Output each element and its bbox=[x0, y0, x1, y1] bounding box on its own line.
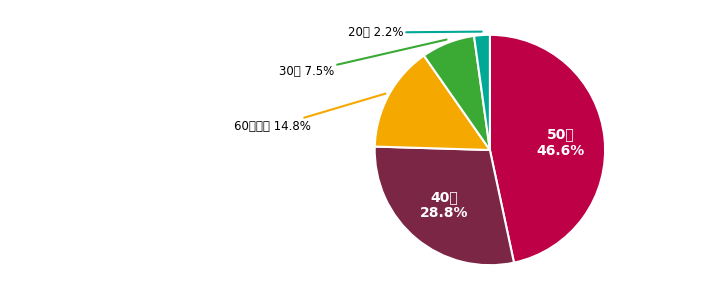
Wedge shape bbox=[490, 35, 605, 263]
Wedge shape bbox=[424, 36, 490, 150]
Text: 50代
46.6%: 50代 46.6% bbox=[537, 128, 585, 158]
Wedge shape bbox=[375, 147, 514, 265]
Text: 20代 2.2%: 20代 2.2% bbox=[348, 26, 481, 39]
Wedge shape bbox=[375, 56, 490, 150]
Text: 60代以上 14.8%: 60代以上 14.8% bbox=[234, 94, 386, 134]
Text: 40代
28.8%: 40代 28.8% bbox=[420, 190, 469, 220]
Text: 30代 7.5%: 30代 7.5% bbox=[279, 40, 447, 78]
Wedge shape bbox=[474, 35, 490, 150]
